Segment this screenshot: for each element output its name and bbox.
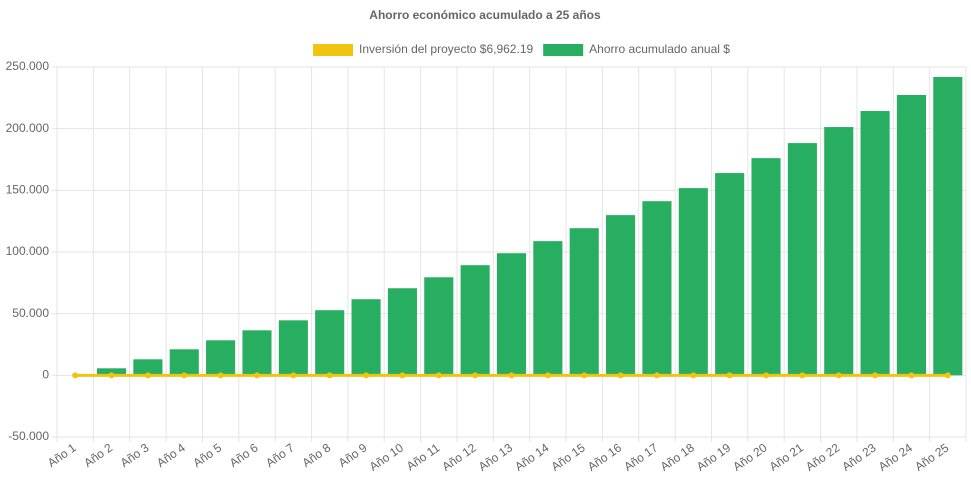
- legend-swatch: [543, 44, 584, 56]
- bar: [933, 76, 963, 376]
- point: [653, 372, 660, 379]
- point: [872, 372, 879, 379]
- bar: [169, 349, 199, 376]
- bar: [96, 368, 127, 376]
- bar: [896, 94, 927, 376]
- bar: [751, 158, 781, 376]
- point: [508, 372, 515, 379]
- x-tick-label: Año 9: [336, 440, 370, 470]
- point: [326, 372, 333, 379]
- y-tick-label: 150.000: [6, 183, 50, 197]
- x-tick-label: Año 4: [154, 440, 188, 470]
- x-tick-label: Año 1: [45, 440, 79, 470]
- x-tick-label: Año 15: [549, 440, 588, 473]
- bar: [860, 111, 890, 376]
- chart-title: Ahorro económico acumulado a 25 años: [369, 8, 601, 22]
- x-tick-label: Año 17: [621, 440, 660, 473]
- x-tick-label: Año 23: [839, 440, 878, 473]
- x-tick-label: Año 18: [658, 440, 697, 473]
- point: [726, 372, 733, 379]
- y-tick-label: 200.000: [6, 121, 50, 135]
- x-tick-label: Año 13: [476, 440, 515, 473]
- y-tick-label: 0: [42, 368, 49, 382]
- bar: [278, 320, 308, 376]
- point: [763, 372, 770, 379]
- point: [435, 372, 442, 379]
- bar: [715, 173, 745, 376]
- bar: [133, 359, 163, 376]
- point: [617, 372, 624, 379]
- point: [835, 372, 842, 379]
- point: [472, 372, 479, 379]
- point: [908, 372, 915, 379]
- point: [690, 372, 697, 379]
- x-tick-label: Año 14: [512, 440, 551, 473]
- bar: [424, 277, 454, 376]
- x-tick-label: Año 20: [730, 440, 769, 473]
- bar: [496, 253, 527, 376]
- x-tick-label: Año 11: [404, 440, 443, 473]
- x-tick-label: Año 12: [439, 440, 478, 473]
- legend-label: Inversión del proyecto $6,962.19: [359, 42, 533, 56]
- point: [253, 372, 260, 379]
- bar: [460, 265, 490, 376]
- point: [108, 372, 115, 379]
- x-tick-label: Año 2: [81, 440, 115, 470]
- point: [72, 372, 79, 379]
- bar: [242, 330, 272, 376]
- bar: [387, 288, 417, 376]
- x-tick-label: Año 3: [118, 440, 152, 470]
- point: [544, 372, 551, 379]
- x-tick-label: Año 8: [300, 440, 334, 470]
- bar: [533, 241, 563, 376]
- point: [799, 372, 806, 379]
- x-tick-label: Año 10: [367, 440, 406, 473]
- bar: [606, 215, 636, 376]
- point: [363, 372, 370, 379]
- point: [944, 372, 951, 379]
- x-tick-label: Año 24: [876, 440, 915, 473]
- x-tick-label: Año 22: [803, 440, 842, 473]
- x-tick-label: Año 16: [585, 440, 624, 473]
- bar: [678, 188, 708, 376]
- point: [144, 372, 151, 379]
- point: [399, 372, 406, 379]
- x-tick-label: Año 5: [190, 440, 224, 470]
- bar: [787, 143, 817, 376]
- bar: [569, 228, 599, 376]
- legend-swatch: [313, 44, 354, 56]
- point: [581, 372, 588, 379]
- y-tick-label: 250.000: [6, 59, 50, 73]
- legend-label: Ahorro acumulado anual $: [589, 42, 730, 56]
- y-tick-label: 100.000: [6, 244, 50, 258]
- x-tick-label: Año 6: [227, 440, 261, 470]
- y-tick-label: -50.000: [8, 429, 49, 443]
- point: [290, 372, 297, 379]
- bar: [206, 340, 236, 376]
- bar: [351, 299, 381, 376]
- bar: [315, 310, 345, 376]
- y-tick-label: 50.000: [12, 306, 49, 320]
- x-tick-label: Año 21: [767, 440, 806, 473]
- point: [217, 372, 224, 379]
- point: [181, 372, 188, 379]
- x-tick-label: Año 7: [263, 440, 297, 470]
- x-tick-label: Año 25: [912, 440, 951, 473]
- x-tick-label: Año 19: [694, 440, 733, 473]
- bar: [642, 201, 672, 376]
- bar: [824, 127, 854, 376]
